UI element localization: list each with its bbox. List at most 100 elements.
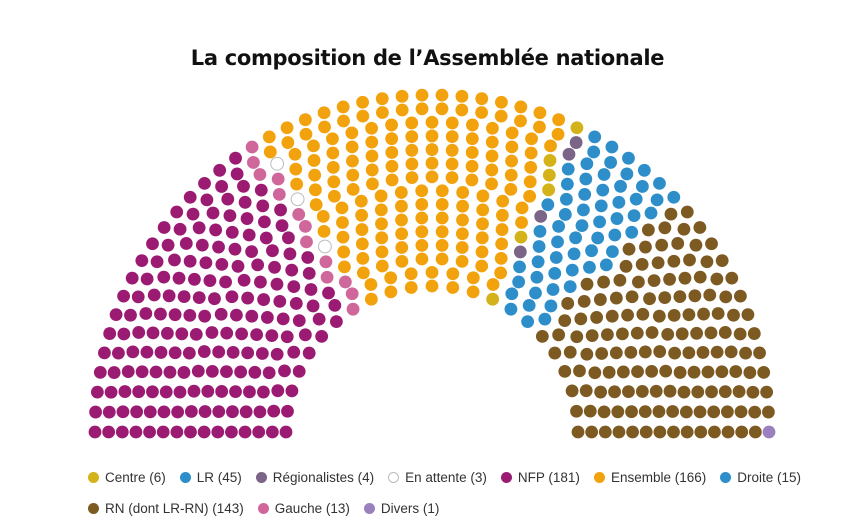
seat-nfp bbox=[234, 365, 248, 379]
seat-rn-dont-lr-rn bbox=[708, 425, 721, 439]
seat-ensemble bbox=[415, 225, 429, 239]
seat-lr bbox=[541, 198, 555, 212]
seat-ensemble bbox=[355, 208, 368, 222]
seat-nfp bbox=[302, 266, 316, 280]
seat-rn-dont-lr-rn bbox=[635, 385, 649, 398]
seat-ensemble bbox=[456, 199, 469, 213]
seat-rn-dont-lr-rn bbox=[636, 307, 650, 321]
seat-lr bbox=[551, 235, 564, 249]
seat-ensemble bbox=[365, 149, 379, 163]
seat-ensemble bbox=[299, 127, 313, 141]
seat-gauche bbox=[271, 172, 285, 186]
seat-ensemble bbox=[384, 285, 398, 299]
seat-ensemble bbox=[415, 102, 429, 116]
seat-nfp bbox=[253, 405, 267, 419]
seat-ensemble bbox=[317, 106, 331, 120]
seat-ensemble bbox=[395, 254, 409, 268]
legend-item-nfp: NFP (181) bbox=[500, 470, 580, 485]
seat-nfp bbox=[245, 245, 258, 258]
seat-rn-dont-lr-rn bbox=[694, 425, 708, 439]
seat-rn-dont-lr-rn bbox=[680, 205, 694, 219]
seat-nfp bbox=[254, 275, 267, 289]
seat-ensemble bbox=[466, 271, 480, 285]
seat-nfp bbox=[188, 272, 201, 286]
seat-ensemble bbox=[435, 211, 449, 225]
seat-lr bbox=[530, 270, 544, 284]
seat-rn-dont-lr-rn bbox=[760, 385, 774, 399]
seat-gauche bbox=[319, 255, 333, 269]
seat-ensemble bbox=[445, 171, 459, 185]
seat-rn-dont-lr-rn bbox=[727, 308, 740, 322]
seat-ensemble bbox=[425, 279, 439, 293]
seat-rn-dont-lr-rn bbox=[747, 327, 761, 340]
seat-rn-dont-lr-rn bbox=[705, 385, 718, 399]
seat-ensemble bbox=[504, 182, 518, 196]
seat-ensemble bbox=[326, 146, 340, 160]
seat-rn-dont-lr-rn bbox=[558, 364, 572, 378]
seat-ensemble bbox=[337, 114, 350, 128]
seat-rn-dont-lr-rn bbox=[718, 385, 732, 399]
seat-rn-dont-lr-rn bbox=[691, 385, 705, 399]
seat-rn-dont-lr-rn bbox=[719, 290, 733, 304]
seat-rn-dont-lr-rn bbox=[548, 346, 562, 360]
seat-rn-dont-lr-rn bbox=[611, 405, 625, 419]
seat-nfp bbox=[203, 274, 217, 287]
seat-ensemble bbox=[355, 223, 369, 236]
seat-nfp bbox=[256, 385, 270, 399]
seat-ensemble bbox=[435, 184, 449, 198]
seat-rn-dont-lr-rn bbox=[710, 272, 724, 286]
seat-nfp bbox=[271, 384, 285, 398]
seat-ensemble bbox=[375, 217, 388, 231]
seat-lr bbox=[579, 172, 593, 186]
seat-ensemble bbox=[356, 95, 369, 109]
seat-divers bbox=[762, 425, 776, 439]
seat-ensemble bbox=[395, 199, 408, 213]
seat-ensemble bbox=[326, 160, 340, 174]
seat-gauche bbox=[320, 270, 334, 284]
seat-rn-dont-lr-rn bbox=[658, 221, 672, 235]
seat-nfp bbox=[260, 311, 274, 324]
seat-en-attente bbox=[270, 156, 285, 171]
seat-nfp bbox=[312, 312, 326, 326]
seat-rn-dont-lr-rn bbox=[715, 254, 729, 268]
legend-label: Régionalistes (4) bbox=[272, 470, 375, 485]
seat-lr bbox=[596, 183, 610, 197]
seat-rn-dont-lr-rn bbox=[622, 385, 635, 399]
seat-ensemble bbox=[505, 140, 519, 154]
seat-rn-dont-lr-rn bbox=[720, 405, 734, 419]
seat-lr bbox=[565, 263, 579, 277]
seat-nfp bbox=[124, 308, 137, 322]
legend-item-centre: Centre (6) bbox=[88, 470, 166, 485]
seat-nfp bbox=[229, 151, 242, 165]
seat-nfp bbox=[197, 345, 211, 358]
seat-nfp bbox=[146, 237, 159, 251]
seat-rn-dont-lr-rn bbox=[595, 347, 609, 360]
seat-ensemble bbox=[523, 189, 537, 203]
seat-rn-dont-lr-rn bbox=[664, 207, 678, 221]
seat-ensemble bbox=[465, 132, 479, 146]
seat-ensemble bbox=[485, 163, 499, 177]
seat-nfp bbox=[198, 405, 212, 418]
seat-rn-dont-lr-rn bbox=[693, 270, 707, 284]
seat-rn-dont-lr-rn bbox=[725, 271, 739, 285]
seat-nfp bbox=[266, 244, 279, 258]
seat-nfp bbox=[200, 193, 214, 207]
seat-ensemble bbox=[405, 130, 419, 144]
seat-gauche bbox=[298, 219, 312, 233]
seat-nfp bbox=[301, 251, 315, 264]
seat-ensemble bbox=[515, 201, 529, 215]
seat-nfp bbox=[243, 385, 256, 399]
seat-ensemble bbox=[485, 177, 498, 191]
seat-ensemble bbox=[289, 162, 303, 176]
seat-nfp bbox=[132, 385, 146, 399]
seat-ensemble bbox=[336, 230, 350, 244]
seat-rn-dont-lr-rn bbox=[748, 405, 762, 419]
seat-rn-dont-lr-rn bbox=[639, 240, 652, 254]
seat-lr bbox=[587, 145, 601, 159]
seat-lr bbox=[531, 255, 545, 269]
seat-droite bbox=[667, 190, 681, 204]
seat-nfp bbox=[209, 223, 223, 237]
seat-lr bbox=[560, 177, 574, 191]
seat-rn-dont-lr-rn bbox=[659, 364, 673, 378]
legend-swatch-regionalistes bbox=[255, 472, 267, 483]
